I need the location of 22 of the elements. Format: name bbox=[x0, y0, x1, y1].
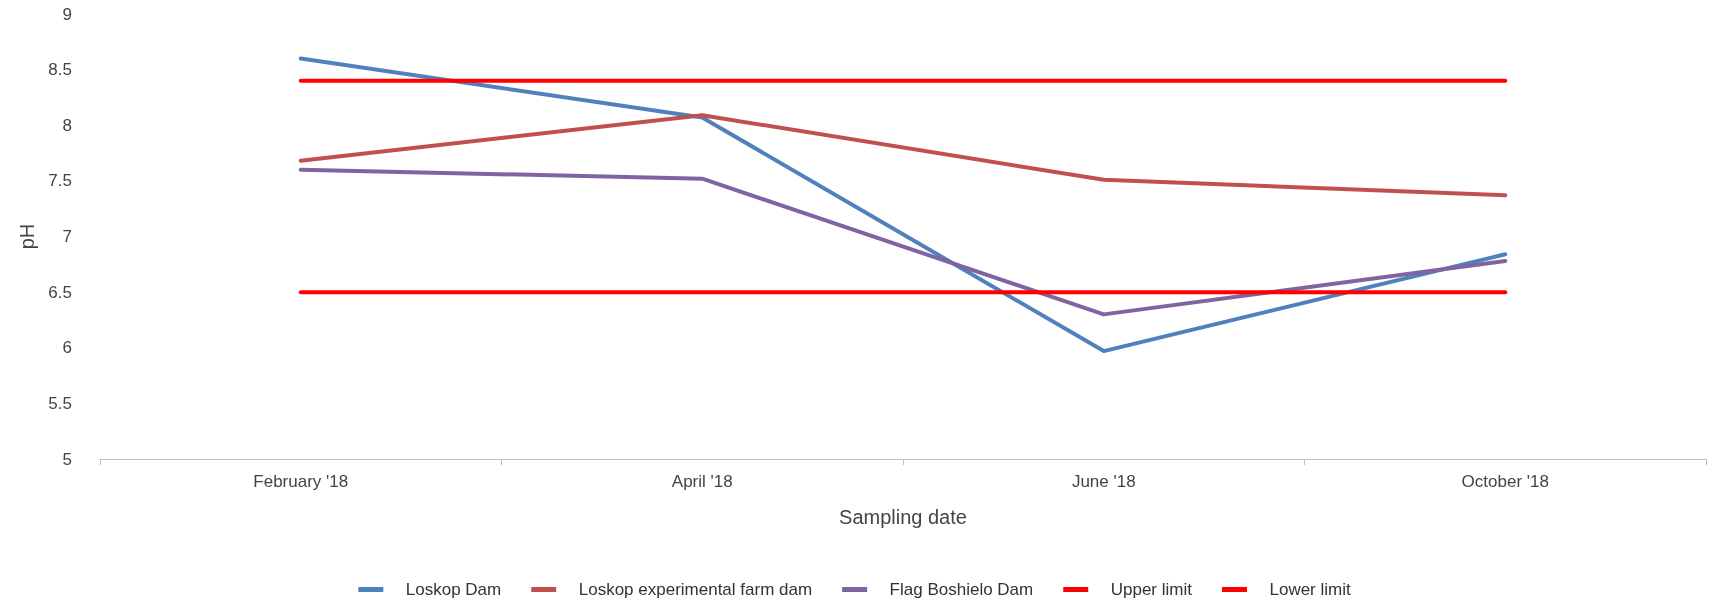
y-tick-label: 6.5 bbox=[48, 282, 72, 302]
y-tick-label: 7.5 bbox=[48, 171, 72, 191]
x-tick-label: April '18 bbox=[671, 472, 733, 491]
x-axis-title: Sampling date bbox=[839, 506, 967, 528]
y-tick-label: 7 bbox=[62, 227, 72, 246]
x-tick-label: October '18 bbox=[1461, 472, 1549, 491]
y-tick-label: 5.5 bbox=[48, 393, 72, 413]
legend-label: Lower limit bbox=[1269, 580, 1351, 599]
y-tick-label: 6 bbox=[62, 338, 72, 358]
y-axis-title: pH bbox=[16, 223, 39, 250]
y-tick-label: 8 bbox=[62, 115, 72, 135]
legend-label: Flag Boshielo Dam bbox=[889, 580, 1034, 599]
y-tick-label: 9 bbox=[62, 4, 72, 24]
y-tick-label: 8.5 bbox=[48, 60, 72, 80]
x-tick-label: June '18 bbox=[1071, 472, 1136, 491]
legend-label: Upper limit bbox=[1110, 580, 1193, 599]
y-tick-label: 5 bbox=[62, 449, 72, 469]
line-series bbox=[298, 167, 1508, 317]
line-series bbox=[298, 113, 1508, 198]
x-tick-label: February '18 bbox=[253, 472, 349, 491]
legend-label: Loskop experimental farm dam bbox=[578, 580, 813, 599]
legend-label: Loskop Dam bbox=[405, 580, 502, 599]
